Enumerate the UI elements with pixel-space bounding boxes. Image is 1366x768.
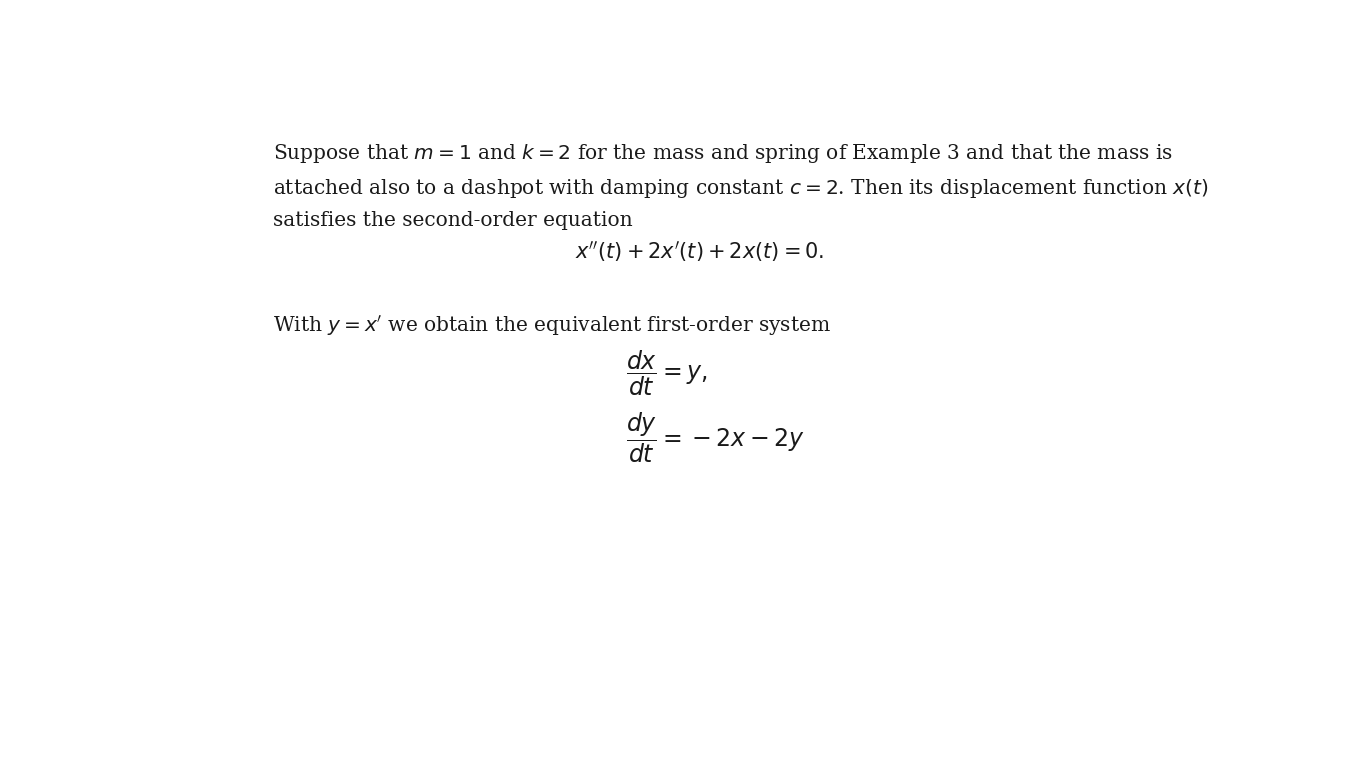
- Text: $\dfrac{dx}{dt} = y,$: $\dfrac{dx}{dt} = y,$: [626, 349, 708, 398]
- Text: With $y = x'$ we obtain the equivalent first-order system: With $y = x'$ we obtain the equivalent f…: [273, 314, 832, 338]
- Text: Suppose that $m = 1$ and $k = 2$ for the mass and spring of Example 3 and that t: Suppose that $m = 1$ and $k = 2$ for the…: [273, 142, 1173, 165]
- Text: attached also to a dashpot with damping constant $c = 2$. Then its displacement : attached also to a dashpot with damping …: [273, 177, 1209, 200]
- Text: $\dfrac{dy}{dt} = -2x - 2y$: $\dfrac{dy}{dt} = -2x - 2y$: [626, 411, 805, 465]
- Text: $x''(t) + 2x'(t) + 2x(t) = 0.$: $x''(t) + 2x'(t) + 2x(t) = 0.$: [575, 240, 825, 264]
- Text: satisfies the second-order equation: satisfies the second-order equation: [273, 211, 632, 230]
